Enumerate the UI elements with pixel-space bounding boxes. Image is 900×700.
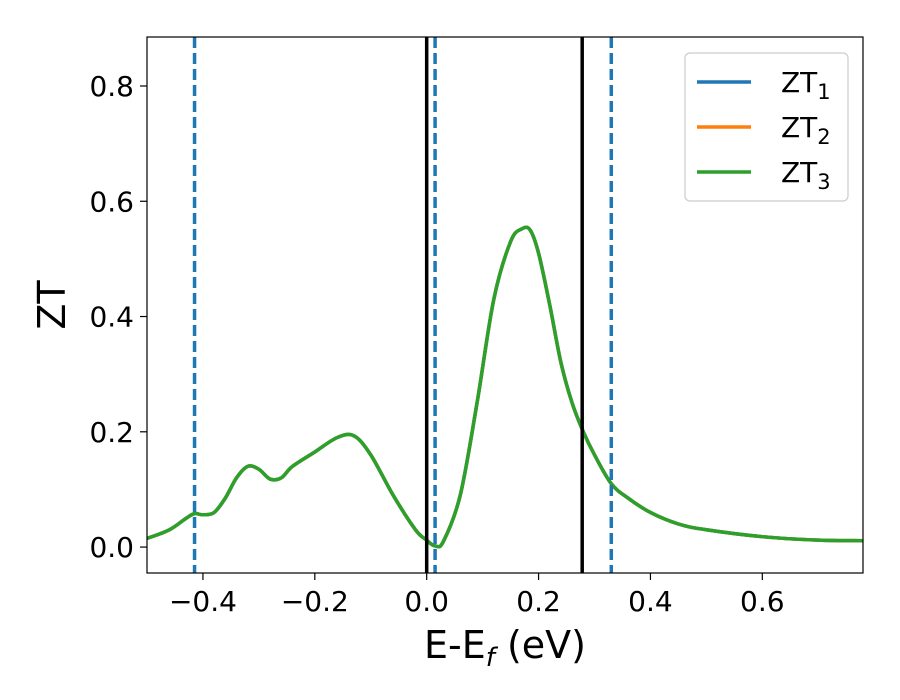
y-tick-label: 0.0 xyxy=(89,531,134,564)
x-tick-label: −0.4 xyxy=(169,585,237,618)
legend-label: ZT2 xyxy=(781,111,831,149)
y-tick-label: 0.8 xyxy=(89,70,134,103)
x-axis-label-unit: (eV) xyxy=(495,623,586,667)
x-tick-label: −0.2 xyxy=(281,585,349,618)
legend: ZT1 ZT2 ZT3 xyxy=(684,52,849,202)
x-tick-label: 0.6 xyxy=(740,585,785,618)
y-axis-label: ZT xyxy=(30,280,74,330)
y-tick-label: 0.4 xyxy=(89,301,134,334)
x-axis: −0.4 −0.2 0.0 0.2 0.4 0.6 xyxy=(169,573,785,618)
y-tick-label: 0.2 xyxy=(89,416,134,449)
reference-lines-layer xyxy=(192,37,614,573)
legend-box xyxy=(684,52,849,202)
series-line-zt3 xyxy=(147,225,863,549)
x-axis-label-main: E-E xyxy=(424,623,486,667)
series-line-zt2 xyxy=(147,225,863,549)
y-axis: 0.0 0.2 0.4 0.6 0.8 xyxy=(89,70,147,564)
legend-label: ZT3 xyxy=(781,156,831,194)
x-axis-label: E-Ef (eV) xyxy=(424,623,586,673)
series-layer xyxy=(147,225,863,549)
y-tick-label: 0.6 xyxy=(89,185,134,218)
series-line-zt1 xyxy=(147,225,863,549)
plot-frame xyxy=(146,36,864,574)
x-tick-label: 0.2 xyxy=(516,585,561,618)
x-tick-label: 0.0 xyxy=(404,585,449,618)
x-tick-label: 0.4 xyxy=(628,585,673,618)
legend-label: ZT1 xyxy=(781,66,831,104)
